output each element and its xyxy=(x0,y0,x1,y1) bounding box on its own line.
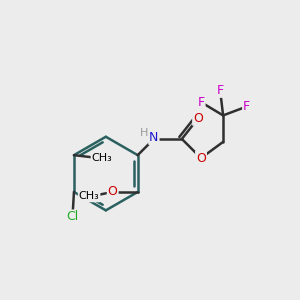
Text: O: O xyxy=(108,185,118,199)
Text: CH₃: CH₃ xyxy=(92,153,112,163)
Text: H: H xyxy=(140,128,148,138)
Text: CH₃: CH₃ xyxy=(79,191,100,201)
Text: F: F xyxy=(197,96,205,109)
Text: O: O xyxy=(196,152,206,165)
Text: Cl: Cl xyxy=(66,211,79,224)
Text: N: N xyxy=(149,131,159,144)
Text: F: F xyxy=(217,84,224,97)
Text: O: O xyxy=(193,112,203,125)
Text: F: F xyxy=(243,100,250,113)
